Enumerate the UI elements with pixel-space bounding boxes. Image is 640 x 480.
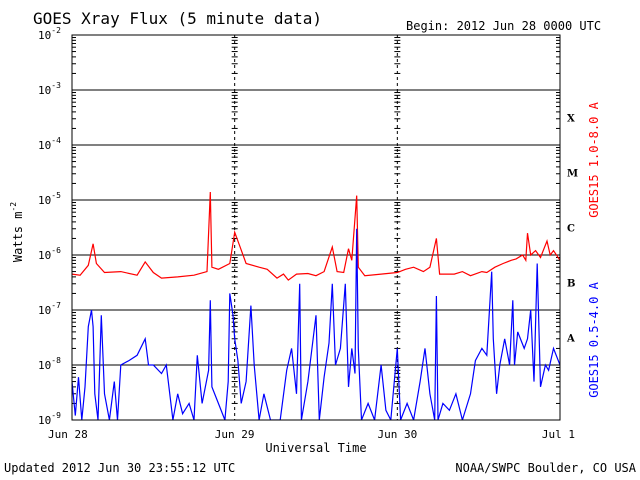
gridlines (72, 35, 560, 420)
updated-timestamp: Updated 2012 Jun 30 23:55:12 UTC (4, 461, 235, 475)
chart-title: GOES Xray Flux (5 minute data) (33, 9, 322, 28)
x-tick-label: Jun 29 (215, 428, 255, 441)
y-axis-label: Watts m-2 (9, 202, 25, 262)
x-axis-label: Universal Time (265, 441, 366, 455)
y-tick-label: 10-2 (38, 26, 61, 42)
flare-class-label: X (567, 114, 575, 125)
plot-frame (71, 34, 561, 421)
source-credit: NOAA/SWPC Boulder, CO USA (455, 461, 636, 475)
x-tick-label: Jun 28 (48, 428, 88, 441)
plot-area (71, 34, 561, 421)
series-line-0 (72, 191, 560, 281)
y-tick-label: 10-5 (38, 191, 61, 207)
series-label-short: GOES15 0.5-4.0 A (587, 281, 601, 397)
x-tick-label: Jun 30 (377, 428, 417, 441)
y-tick-label: 10-8 (38, 356, 61, 372)
y-axis-ticks: 10-2 10-3 10-4 10-5 10-6 10-7 10-8 10-9 (38, 26, 61, 427)
y-tick-label: 10-3 (38, 81, 61, 97)
y-tick-label: 10-7 (38, 301, 61, 317)
series-line-1 (72, 228, 560, 420)
flare-class-label: C (567, 224, 575, 235)
flare-class-label: M (567, 169, 578, 180)
begin-label: Begin: 2012 Jun 28 0000 UTC (406, 19, 601, 33)
y-tick-label: 10-9 (38, 411, 61, 427)
y-tick-label: 10-4 (38, 136, 61, 152)
flare-class-label: B (567, 279, 575, 290)
flare-class-labels: X M C B A (566, 114, 578, 345)
x-axis-ticks: Jun 28 Jun 29 Jun 30 Jul 1 (48, 428, 575, 441)
y-tick-label: 10-6 (38, 246, 61, 262)
x-tick-label: Jul 1 (542, 428, 575, 441)
series-label-long: GOES15 1.0-8.0 A (587, 101, 601, 217)
flare-class-label: A (566, 334, 575, 345)
